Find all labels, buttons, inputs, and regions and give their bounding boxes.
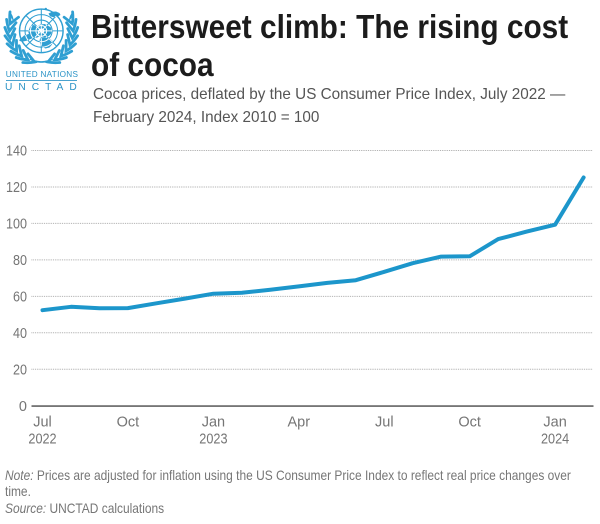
svg-text:2023: 2023 (199, 431, 227, 447)
svg-text:120: 120 (6, 180, 27, 196)
svg-text:Jan: Jan (543, 415, 566, 431)
svg-text:80: 80 (13, 253, 27, 269)
svg-text:140: 140 (6, 144, 27, 160)
svg-text:2022: 2022 (28, 431, 56, 447)
svg-text:20: 20 (13, 363, 27, 379)
svg-text:60: 60 (13, 290, 27, 306)
svg-text:Oct: Oct (458, 415, 481, 431)
svg-text:Jul: Jul (375, 415, 394, 431)
svg-text:Jul: Jul (33, 415, 52, 431)
svg-text:2024: 2024 (541, 431, 569, 447)
svg-text:40: 40 (13, 326, 27, 342)
svg-text:Apr: Apr (288, 415, 311, 431)
svg-text:Oct: Oct (117, 415, 140, 431)
svg-text:0: 0 (19, 399, 27, 415)
svg-text:Jan: Jan (202, 415, 225, 431)
svg-text:100: 100 (6, 217, 27, 233)
